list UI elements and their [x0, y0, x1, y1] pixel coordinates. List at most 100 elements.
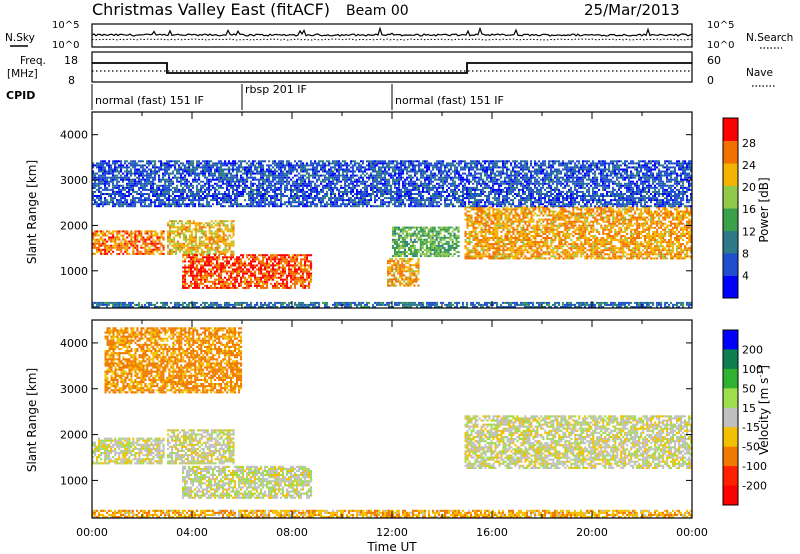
power-cell	[618, 226, 621, 229]
power-cell	[300, 268, 303, 271]
power-cell	[222, 220, 225, 223]
power-cell	[447, 249, 450, 251]
power-cell	[654, 212, 657, 215]
power-cell	[610, 241, 613, 244]
power-cell	[182, 254, 185, 257]
power-cell	[552, 255, 555, 258]
power-cell	[464, 257, 467, 260]
power-cell	[144, 203, 147, 206]
power-cell	[568, 251, 571, 254]
power-cell	[248, 284, 251, 287]
power-cell	[138, 193, 141, 195]
power-cell	[482, 230, 485, 233]
power-cell	[628, 222, 631, 225]
power-cell	[468, 210, 471, 213]
power-cell	[512, 243, 515, 246]
power-cell	[92, 195, 95, 197]
power-cell	[594, 243, 597, 246]
power-cell	[626, 226, 629, 229]
power-cell	[302, 284, 305, 287]
power-cell	[606, 216, 609, 219]
power-cell	[272, 254, 275, 257]
power-cell	[302, 270, 305, 273]
power-cell	[470, 224, 473, 227]
power-cell	[658, 226, 661, 229]
power-cell	[196, 284, 199, 287]
power-cell	[188, 242, 191, 245]
power-cell	[397, 266, 400, 269]
power-cell	[596, 243, 599, 246]
power-cell	[464, 206, 467, 209]
power-cell	[548, 210, 551, 213]
power-cell	[407, 266, 410, 269]
power-cell	[126, 166, 129, 169]
power-cell	[676, 214, 679, 217]
power-cell	[650, 237, 653, 239]
power-cell	[214, 246, 217, 249]
power-cell	[578, 216, 581, 219]
power-cell	[690, 226, 693, 229]
power-cell	[596, 241, 599, 244]
power-cell	[496, 243, 499, 246]
power-cell	[411, 244, 414, 247]
power-cell	[138, 186, 141, 189]
power-cell	[600, 253, 603, 256]
power-cell	[122, 242, 125, 245]
power-cell	[508, 224, 511, 227]
power-cell	[228, 234, 231, 237]
power-cell	[246, 272, 249, 275]
power-cell	[176, 160, 179, 163]
power-cell	[670, 206, 673, 209]
power-cell	[146, 242, 149, 245]
power-cell	[102, 160, 105, 163]
power-cell	[176, 201, 179, 204]
power-cell	[172, 182, 175, 185]
power-cell	[126, 205, 129, 208]
power-cell	[260, 262, 263, 265]
power-cell	[496, 255, 499, 258]
power-cell	[684, 206, 687, 209]
power-cell	[429, 236, 432, 239]
power-cell	[192, 254, 195, 257]
power-cell	[536, 247, 539, 250]
power-cell	[96, 238, 99, 241]
power-cell	[266, 258, 269, 261]
power-cell	[674, 243, 677, 246]
power-cell	[228, 284, 231, 287]
power-cell	[194, 232, 197, 235]
power-cell	[610, 214, 613, 217]
power-cell	[134, 178, 137, 181]
power-cell	[94, 186, 97, 189]
power-cell	[437, 242, 440, 245]
power-cell	[154, 164, 157, 167]
power-cell	[552, 230, 555, 233]
power-cell	[146, 180, 149, 183]
nsky-tick-top: 10^5	[52, 20, 79, 31]
power-cell	[610, 222, 613, 225]
power-cell	[184, 276, 187, 279]
power-cell	[455, 240, 458, 243]
power-cell	[455, 247, 458, 249]
power-cell	[124, 160, 127, 163]
power-cell	[270, 258, 273, 261]
power-cell	[222, 268, 225, 271]
power-cell	[274, 276, 277, 279]
power-cell	[457, 244, 460, 247]
power-cell	[464, 241, 467, 244]
power-cell	[656, 206, 659, 209]
noise-panel-frame	[91, 23, 693, 48]
power-cell	[396, 253, 399, 256]
power-cell	[666, 251, 669, 254]
power-cell	[464, 218, 467, 221]
power-cell	[264, 280, 267, 283]
power-cell	[612, 239, 615, 241]
power-cell	[278, 268, 281, 271]
power-cell	[660, 235, 663, 237]
power-cell	[240, 270, 243, 273]
power-cell	[178, 226, 181, 229]
power-cell	[272, 276, 275, 279]
power-cell	[100, 252, 103, 255]
power-cell	[614, 230, 617, 233]
power-cell	[664, 253, 667, 256]
power-cell	[150, 236, 153, 239]
